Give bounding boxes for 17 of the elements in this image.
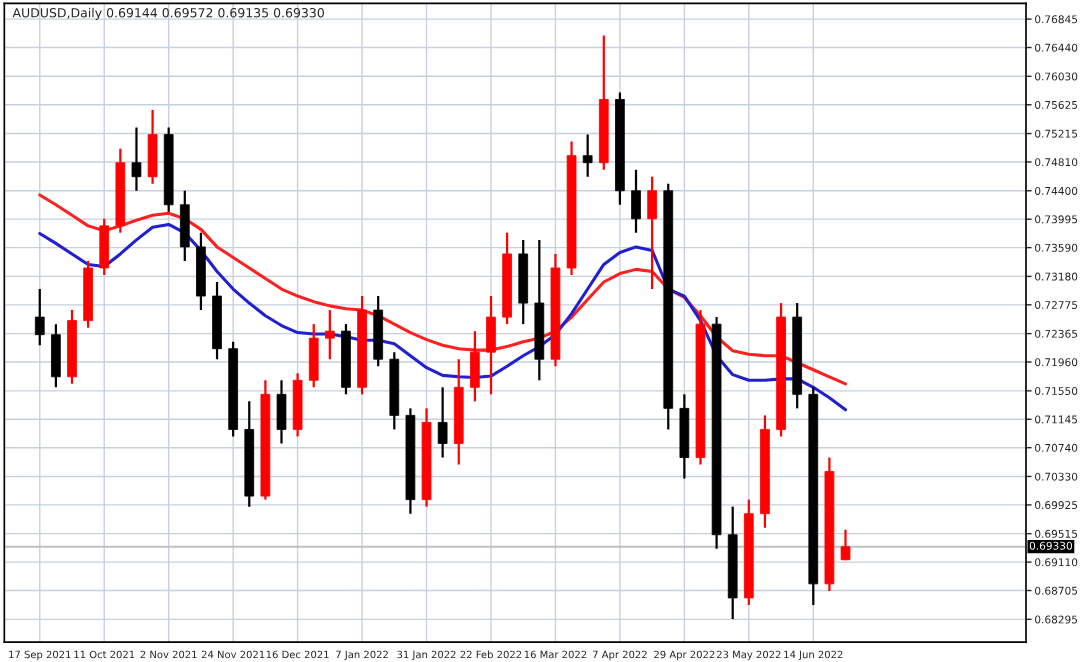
candlestick <box>324 308 335 361</box>
candlestick <box>308 323 319 389</box>
candlestick <box>51 323 61 389</box>
candlestick <box>34 287 45 347</box>
candlestick <box>582 133 593 178</box>
candlestick <box>486 294 496 396</box>
candlestick <box>276 379 287 445</box>
candlestick <box>840 528 851 562</box>
candlestick <box>647 175 657 291</box>
candlestick <box>99 217 110 277</box>
candlestick <box>179 189 190 263</box>
candlestick <box>147 108 158 185</box>
candlestick <box>131 126 142 192</box>
line-series <box>38 193 848 386</box>
candlestick <box>470 330 480 403</box>
candlestick <box>437 386 448 459</box>
candlestick <box>631 168 641 234</box>
